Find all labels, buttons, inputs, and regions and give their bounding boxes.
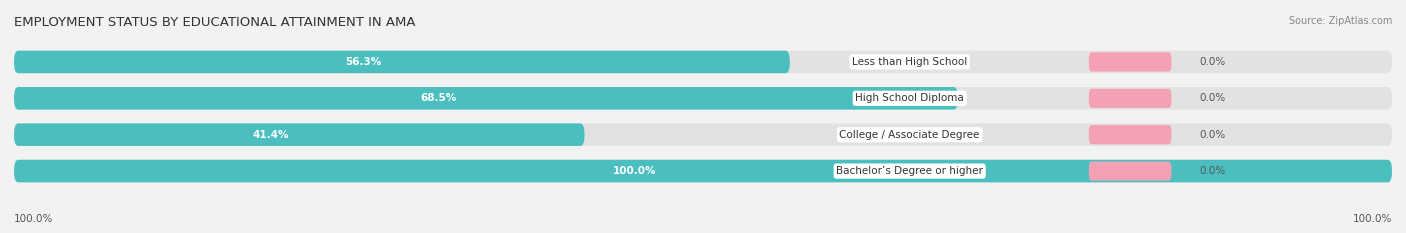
Text: High School Diploma: High School Diploma [855,93,965,103]
FancyBboxPatch shape [1088,125,1171,144]
FancyBboxPatch shape [14,123,1392,146]
Text: 0.0%: 0.0% [1199,93,1225,103]
Text: 0.0%: 0.0% [1199,130,1225,140]
FancyBboxPatch shape [1088,89,1171,108]
FancyBboxPatch shape [14,87,1392,110]
Text: Source: ZipAtlas.com: Source: ZipAtlas.com [1288,16,1392,26]
FancyBboxPatch shape [1088,52,1171,72]
FancyBboxPatch shape [14,123,585,146]
FancyBboxPatch shape [14,51,1392,73]
Text: College / Associate Degree: College / Associate Degree [839,130,980,140]
Text: 100.0%: 100.0% [1353,214,1392,224]
FancyBboxPatch shape [1088,161,1171,181]
Text: Bachelor’s Degree or higher: Bachelor’s Degree or higher [837,166,983,176]
Text: 68.5%: 68.5% [420,93,457,103]
Text: 0.0%: 0.0% [1199,57,1225,67]
Text: 100.0%: 100.0% [14,214,53,224]
Text: 56.3%: 56.3% [344,57,381,67]
Text: 0.0%: 0.0% [1199,166,1225,176]
FancyBboxPatch shape [14,160,1392,182]
FancyBboxPatch shape [14,51,790,73]
FancyBboxPatch shape [14,87,957,110]
Text: 41.4%: 41.4% [253,130,290,140]
FancyBboxPatch shape [14,160,1392,182]
Text: EMPLOYMENT STATUS BY EDUCATIONAL ATTAINMENT IN AMA: EMPLOYMENT STATUS BY EDUCATIONAL ATTAINM… [14,16,416,29]
Text: Less than High School: Less than High School [852,57,967,67]
Text: 100.0%: 100.0% [613,166,655,176]
